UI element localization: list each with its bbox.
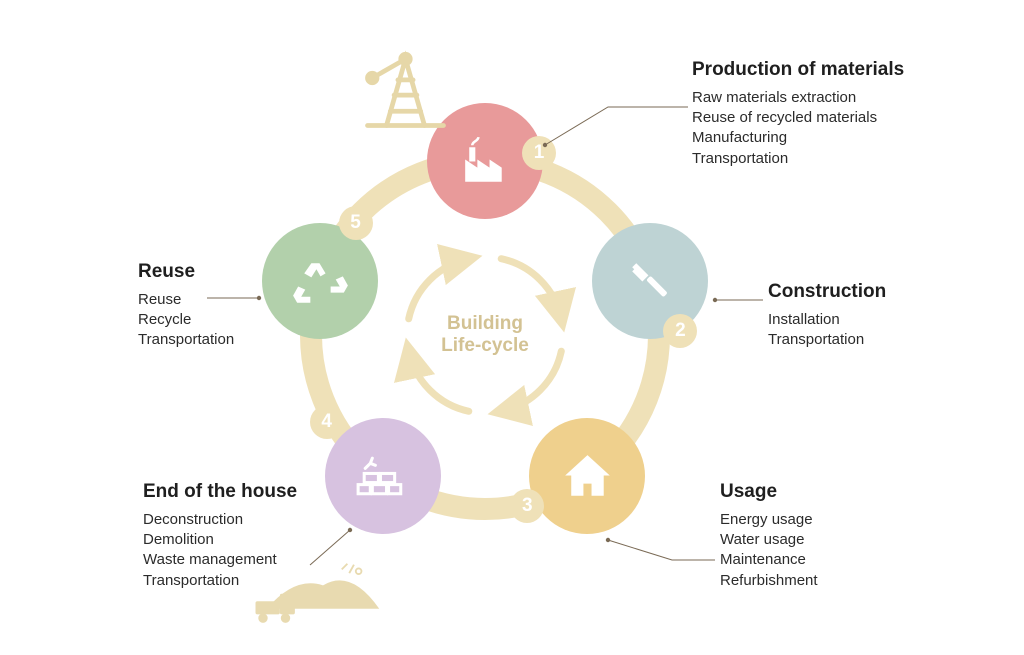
label-item: Transportation bbox=[138, 330, 234, 350]
label-title-reuse: Reuse bbox=[138, 260, 234, 284]
label-construction: Construction InstallationTransportation bbox=[768, 280, 886, 350]
badge-reuse: 5 bbox=[339, 206, 373, 240]
label-reuse: ReuseReuseRecycleTransportation bbox=[138, 260, 234, 351]
hammer-icon bbox=[618, 249, 683, 314]
leader-production bbox=[545, 107, 688, 145]
label-title-usage: Usage bbox=[720, 480, 818, 504]
label-item: Energy usage bbox=[720, 510, 818, 530]
label-item: Demolition bbox=[143, 530, 297, 550]
label-item: Water usage bbox=[720, 530, 818, 550]
badge-end: 4 bbox=[310, 405, 344, 439]
badge-construction: 2 bbox=[663, 314, 697, 348]
label-item: Manufacturing bbox=[692, 128, 904, 148]
label-title-production: Production of materials bbox=[692, 58, 904, 82]
oilrig-icon bbox=[358, 40, 453, 135]
landfill-icon bbox=[248, 550, 398, 630]
label-title-end: End of the house bbox=[143, 480, 297, 504]
node-end bbox=[325, 418, 441, 534]
house-icon bbox=[555, 443, 620, 508]
center-title-text: BuildingLife-cycle bbox=[415, 313, 555, 357]
infographic-stage: { "diagram": { "type": "infographic", "t… bbox=[0, 0, 1024, 655]
label-production: Production of materials Raw materials ext… bbox=[692, 58, 904, 169]
label-item: Transportation bbox=[768, 330, 886, 350]
center-title: BuildingLife-cycle bbox=[415, 313, 555, 357]
badge-production: 1 bbox=[522, 136, 556, 170]
factory-icon bbox=[453, 129, 518, 194]
label-item: Transportation bbox=[692, 149, 904, 169]
label-title-construction: Construction bbox=[768, 280, 886, 304]
label-item: Deconstruction bbox=[143, 510, 297, 530]
label-item: Installation bbox=[768, 310, 886, 330]
recycle-icon bbox=[287, 249, 352, 314]
label-usage: Usage Energy usageWater usageMaintenanceR… bbox=[720, 480, 818, 591]
label-item: Recycle bbox=[138, 310, 234, 330]
label-item: Reuse bbox=[138, 290, 234, 310]
label-item: Raw materials extraction bbox=[692, 88, 904, 108]
label-item: Refurbishment bbox=[720, 571, 818, 591]
bricks-icon bbox=[350, 443, 415, 508]
node-usage bbox=[529, 418, 645, 534]
label-item: Maintenance bbox=[720, 550, 818, 570]
node-reuse bbox=[262, 223, 378, 339]
label-item: Reuse of recycled materials bbox=[692, 108, 904, 128]
leader-usage bbox=[608, 540, 715, 560]
badge-usage: 3 bbox=[510, 489, 544, 523]
